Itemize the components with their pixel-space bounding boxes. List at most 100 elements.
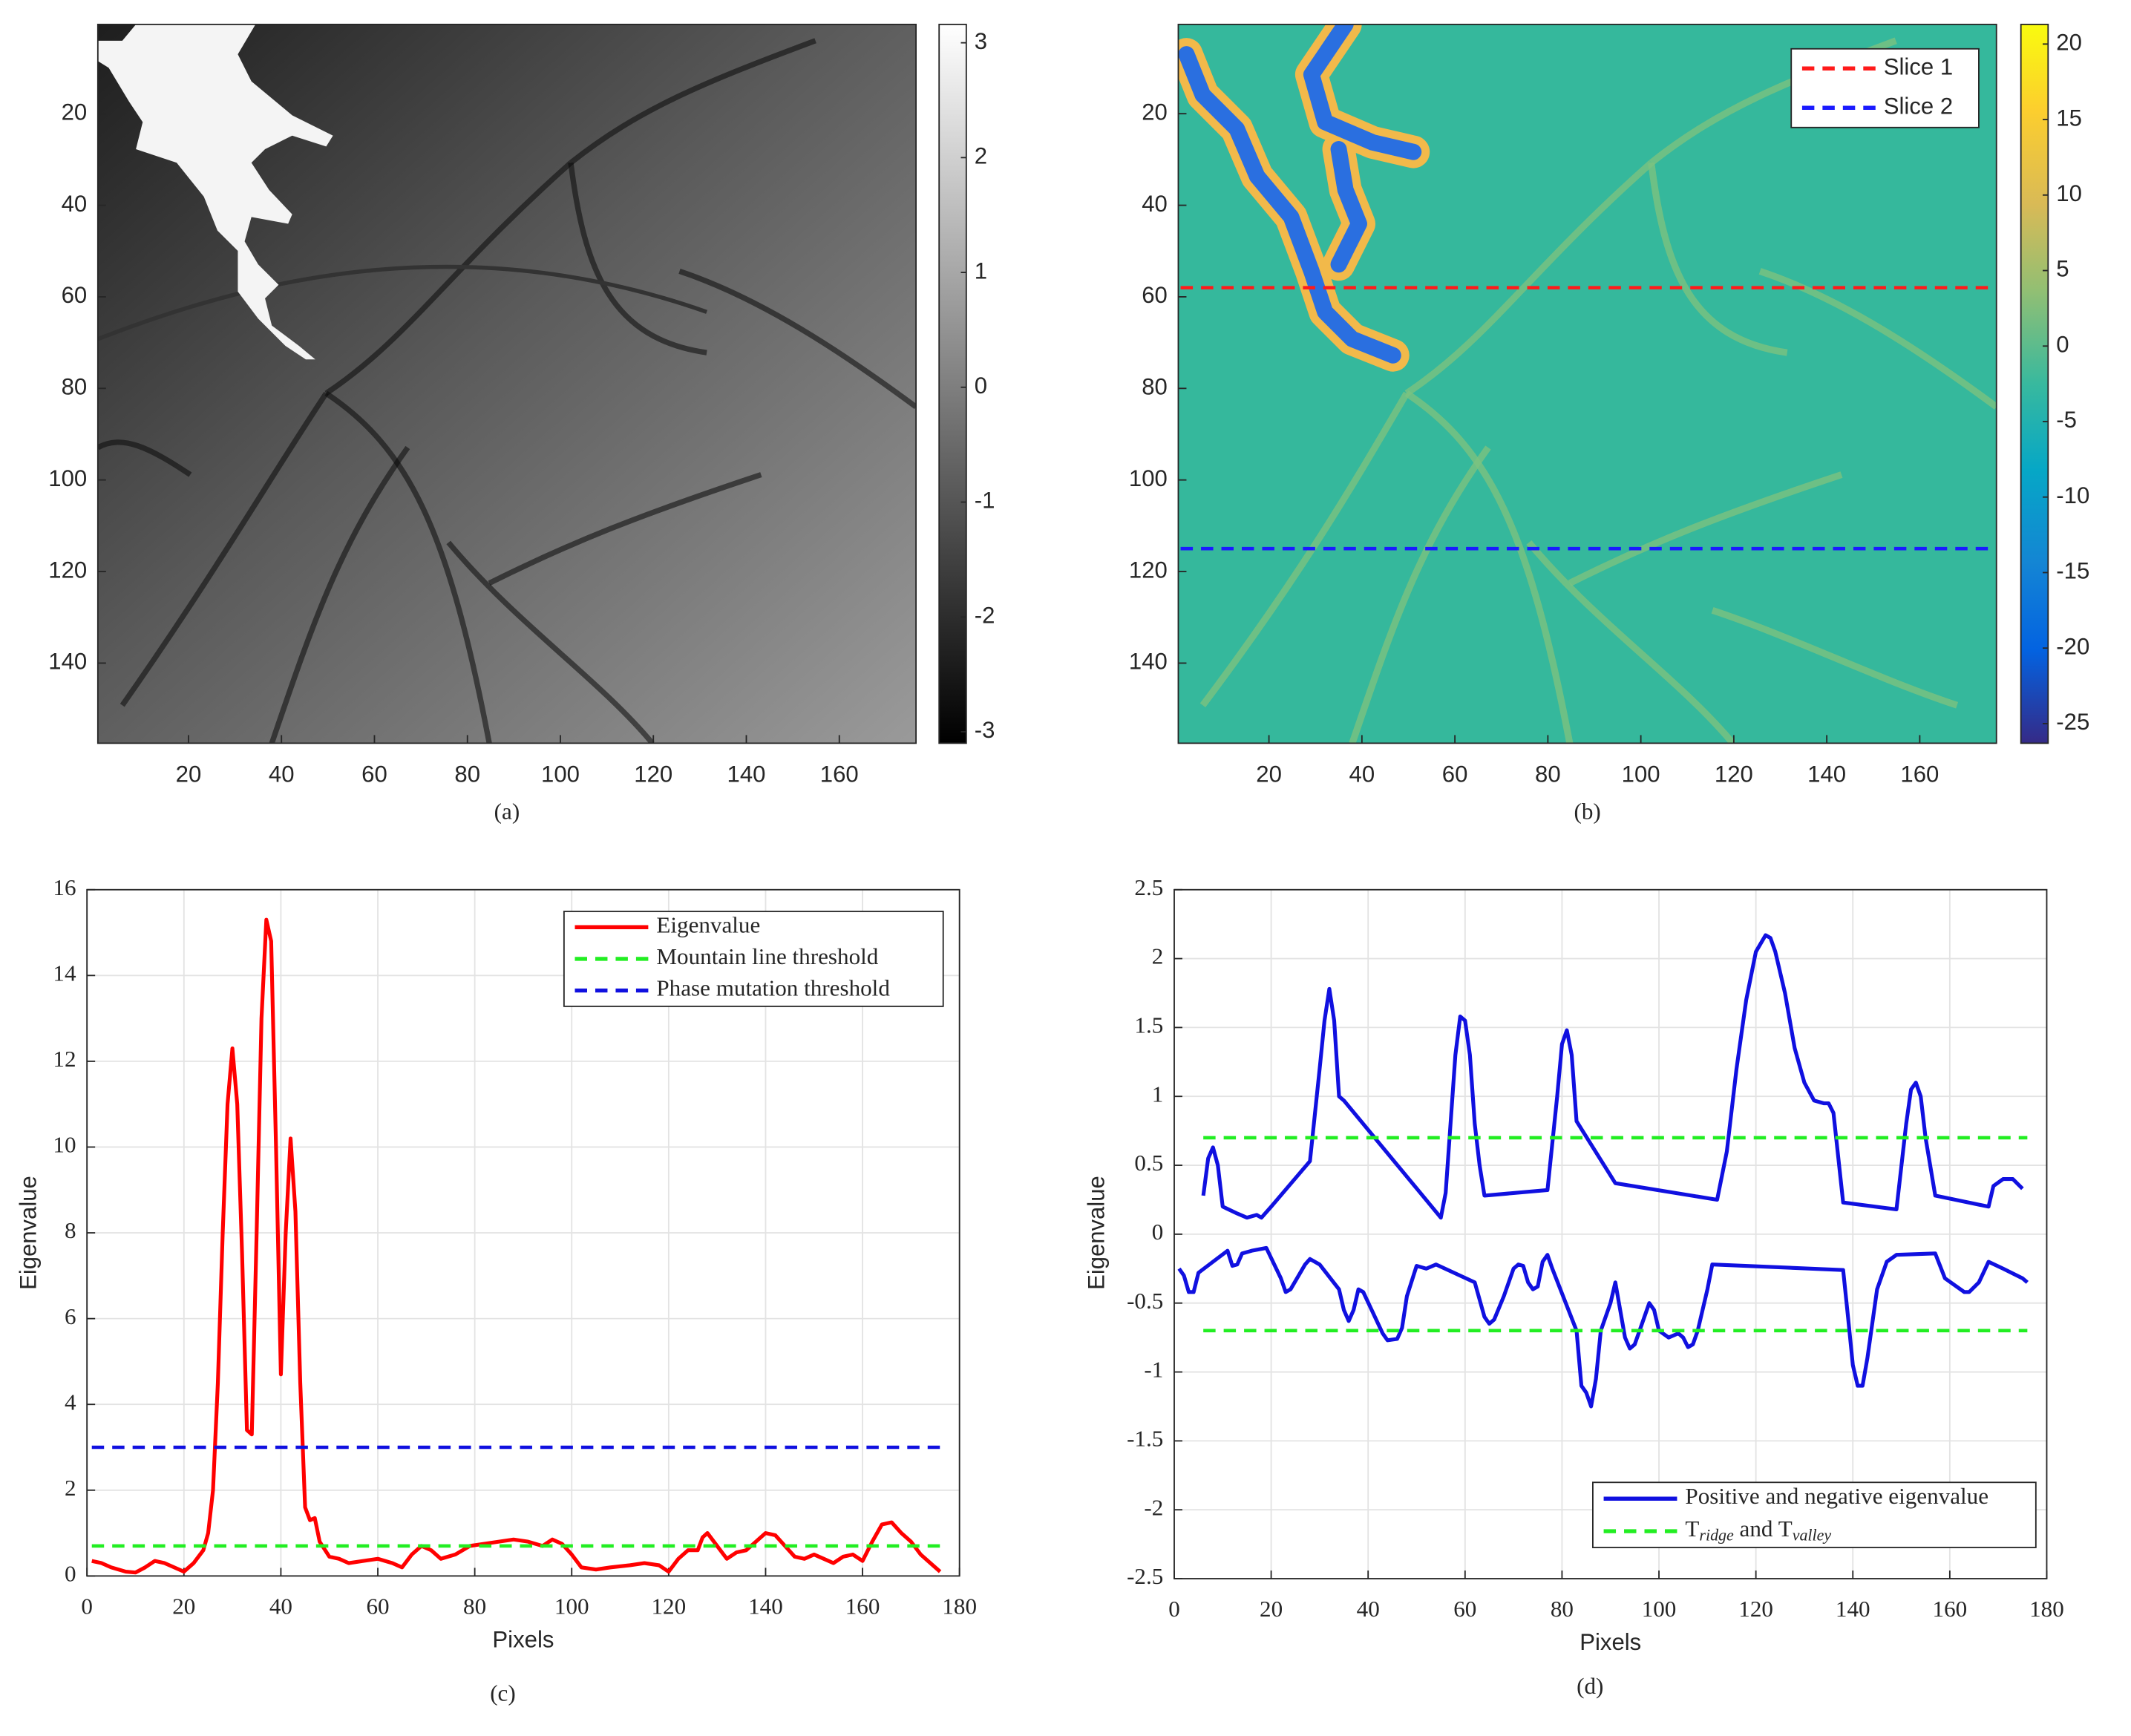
x-tick-label: 40 <box>1349 761 1375 787</box>
axes-frame <box>1173 888 2048 1579</box>
colorbar-tick-label: -5 <box>2056 407 2077 433</box>
colorbar-tick-label: 2 <box>975 143 987 169</box>
y-tick-label: 8 <box>65 1217 76 1243</box>
y-tick-label: 20 <box>1142 99 1168 125</box>
legend-box <box>1790 48 1980 128</box>
x-tick-label: 160 <box>845 1593 880 1619</box>
x-tick-label: 60 <box>361 761 387 787</box>
data-line <box>91 917 942 1575</box>
y-tick-label: -1.5 <box>1127 1426 1163 1452</box>
x-tick-label: 120 <box>1738 1596 1773 1622</box>
panel-label: (d) <box>1577 1673 1603 1699</box>
y-tick-label: -0.5 <box>1127 1288 1163 1314</box>
x-tick-label: 60 <box>1442 761 1468 787</box>
y-tick-label: 100 <box>1129 465 1168 491</box>
colorbar-a <box>939 24 966 744</box>
x-tick-label: 0 <box>1168 1596 1180 1622</box>
colorbar-tick-label: 0 <box>2056 332 2069 358</box>
legend-box <box>1592 1481 2037 1548</box>
x-tick-label: 20 <box>176 761 202 787</box>
colorbar-tick-label: -1 <box>975 488 995 514</box>
y-tick-label: 60 <box>1142 282 1168 308</box>
x-tick-label: 20 <box>172 1593 195 1619</box>
x-tick-label: 180 <box>2029 1596 2064 1622</box>
panel-label: (c) <box>490 1680 516 1706</box>
y-tick-label: 6 <box>65 1303 76 1329</box>
legend-label: Eigenvalue <box>656 911 760 937</box>
y-tick-label: 12 <box>53 1046 76 1072</box>
x-tick-label: 20 <box>1260 1596 1283 1622</box>
x-tick-label: 140 <box>727 761 766 787</box>
colorbar-tick-label: 1 <box>975 258 987 284</box>
colorbar-tick-label: 0 <box>975 373 987 399</box>
x-tick-label: 40 <box>1357 1596 1380 1622</box>
y-tick-label: 120 <box>48 557 87 583</box>
x-tick-label: 160 <box>1900 761 1939 787</box>
colorbar-tick-label: -15 <box>2056 558 2089 584</box>
y-tick-label: 0 <box>65 1561 76 1587</box>
colorbar-b <box>2020 24 2049 744</box>
legend-label: Mountain line threshold <box>656 943 878 969</box>
y-tick-label: 0.5 <box>1134 1150 1163 1176</box>
y-tick-label: 10 <box>53 1132 76 1158</box>
y-tick-label: 20 <box>62 99 88 125</box>
x-tick-label: 40 <box>269 761 295 787</box>
colorbar-tick-label: 20 <box>2056 30 2082 56</box>
colorbar-tick-label: -10 <box>2056 482 2089 508</box>
x-tick-label: 100 <box>554 1593 589 1619</box>
legend-label: Slice 2 <box>1884 94 1953 119</box>
x-tick-label: 60 <box>1453 1596 1476 1622</box>
colorbar-tick-label: 10 <box>2056 180 2082 206</box>
x-tick-label: 120 <box>1715 761 1753 787</box>
x-tick-label: 100 <box>1622 761 1660 787</box>
y-tick-label: -2 <box>1144 1494 1163 1520</box>
y-tick-label: 40 <box>1142 191 1168 217</box>
x-tick-label: 160 <box>1933 1596 1968 1622</box>
x-tick-label: 180 <box>942 1593 977 1619</box>
colorbar-frame <box>2020 23 2049 744</box>
x-tick-label: 140 <box>1807 761 1846 787</box>
legend-label: Positive and negative eigenvalue <box>1685 1483 1988 1509</box>
y-tick-label: 80 <box>62 374 88 400</box>
colorbar-tick-label: -2 <box>975 602 995 628</box>
y-tick-label: 14 <box>53 960 76 986</box>
x-tick-label: 100 <box>1642 1596 1677 1622</box>
data-line <box>1201 933 2024 1220</box>
colorbar-tick-label: -25 <box>2056 709 2089 735</box>
y-axis-label: Eigenvalue <box>1084 1176 1110 1290</box>
colorbar-tick-label: 5 <box>2056 256 2069 282</box>
y-tick-label: 2 <box>1152 943 1164 969</box>
x-tick-label: 60 <box>366 1593 389 1619</box>
legend-label: Tridge and Tvalley <box>1685 1516 1831 1544</box>
y-tick-label: 0 <box>1152 1219 1164 1245</box>
x-tick-label: 120 <box>652 1593 687 1619</box>
y-tick-label: 100 <box>48 465 87 491</box>
x-tick-label: 80 <box>454 761 480 787</box>
y-tick-label: 2.5 <box>1134 874 1163 900</box>
y-tick-label: 40 <box>62 191 88 217</box>
y-axis-label: Eigenvalue <box>15 1176 41 1290</box>
y-tick-label: 80 <box>1142 374 1168 400</box>
y-tick-label: 4 <box>65 1389 76 1415</box>
y-tick-label: 60 <box>62 282 88 308</box>
image-b <box>1178 24 1997 744</box>
x-tick-label: 20 <box>1256 761 1282 787</box>
y-tick-label: 1 <box>1152 1081 1164 1107</box>
x-tick-label: 140 <box>1836 1596 1870 1622</box>
colorbar-tick-label: 3 <box>975 28 987 54</box>
colorbar-frame <box>938 23 967 744</box>
axes-frame <box>1177 23 1997 744</box>
x-tick-label: 0 <box>81 1593 93 1619</box>
x-tick-label: 80 <box>463 1593 486 1619</box>
y-tick-label: 2 <box>65 1475 76 1501</box>
y-tick-label: 140 <box>48 649 87 675</box>
x-tick-label: 40 <box>269 1593 292 1619</box>
y-tick-label: 140 <box>1129 649 1168 675</box>
image-a <box>97 24 917 744</box>
colorbar-tick-label: -20 <box>2056 633 2089 659</box>
axes-frame <box>86 888 960 1577</box>
legend-label: Slice 1 <box>1884 54 1953 80</box>
x-tick-label: 100 <box>541 761 580 787</box>
